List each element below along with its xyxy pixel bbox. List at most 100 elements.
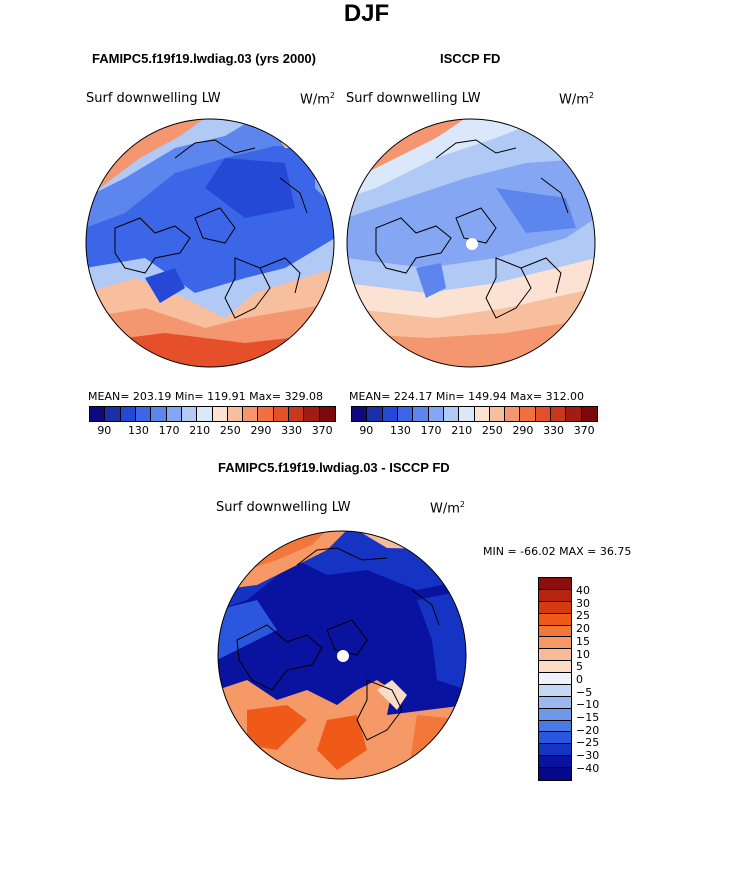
colorbar-swatch <box>443 407 460 421</box>
colorbar-swatch <box>181 407 198 421</box>
colorbar-swatch <box>539 613 571 626</box>
obs-panel-subtitle: ISCCP FD <box>440 51 501 66</box>
colorbar-swatch <box>539 649 571 662</box>
colorbar-tick-label: 90 <box>97 424 112 437</box>
colorbar-label: 25 <box>576 609 590 623</box>
obs-variable-label: Surf downwelling LW <box>346 91 481 106</box>
obs-colorbar-ticks: 90 130 170 210 250 290 330 370 <box>351 424 601 438</box>
colorbar-swatch <box>352 407 368 421</box>
colorbar-swatch <box>539 637 571 650</box>
colorbar-swatch <box>212 407 228 421</box>
obs-units-label: W/m2 <box>559 91 594 108</box>
colorbar-label: −40 <box>576 761 600 775</box>
figure-title: DJF <box>343 0 390 27</box>
colorbar-tick-label: 90 <box>359 424 374 437</box>
colorbar-label: −15 <box>576 711 600 724</box>
colorbar-tick-label: 250 <box>219 424 241 437</box>
colorbar-swatch <box>566 407 582 421</box>
colorbar-swatch <box>535 407 552 421</box>
colorbar-swatch <box>539 720 571 733</box>
pole-mask <box>466 238 478 250</box>
diff-colorbar-labels: 40 30 25 20 15 10 5 0 −5 −10 −15 −20 −25 −30 −40 <box>576 584 616 784</box>
colorbar-tick-label: 170 <box>158 424 180 437</box>
colorbar-label: −20 <box>576 723 600 737</box>
colorbar-swatch <box>539 661 571 673</box>
colorbar-label: 0 <box>576 672 583 686</box>
model-units-label: W/m2 <box>300 91 335 108</box>
diff-units-label: W/m2 <box>430 500 465 517</box>
colorbar-swatch <box>489 407 506 421</box>
colorbar-label: −25 <box>576 736 600 750</box>
colorbar-swatch <box>539 578 571 590</box>
colorbar-swatch <box>243 407 259 421</box>
colorbar-label: 10 <box>576 647 590 661</box>
diff-polar-map <box>217 530 467 780</box>
colorbar-swatch <box>135 407 152 421</box>
colorbar-tick-label: 210 <box>451 424 473 437</box>
colorbar-swatch <box>413 407 429 421</box>
colorbar-tick-label: 370 <box>573 424 595 437</box>
colorbar-swatch <box>319 407 335 421</box>
colorbar-tick-label: 290 <box>512 424 534 437</box>
colorbar-swatch <box>382 407 398 421</box>
colorbar-tick-label: 170 <box>420 424 442 437</box>
colorbar-swatch <box>258 407 274 421</box>
colorbar-swatch <box>539 625 571 638</box>
colorbar-tick-label: 250 <box>481 424 503 437</box>
colorbar-swatch <box>539 708 571 721</box>
colorbar-swatch <box>273 407 290 421</box>
model-panel-subtitle: FAMIPC5.f19f19.lwdiag.03 (yrs 2000) <box>92 51 316 66</box>
colorbar-swatch <box>459 407 475 421</box>
colorbar-swatch <box>539 756 571 768</box>
colorbar-label: 5 <box>576 660 583 674</box>
model-colorbar-ticks: 90 130 170 210 250 290 330 370 <box>89 424 339 438</box>
colorbar-swatch <box>551 407 567 421</box>
obs-stats: MEAN= 224.17 Min= 149.94 Max= 312.00 <box>349 390 585 403</box>
colorbar-swatch <box>428 407 444 421</box>
colorbar-swatch <box>539 744 571 757</box>
model-stats: MEAN= 203.19 Min= 119.91 Max= 329.08 <box>88 390 324 403</box>
colorbar-swatch <box>90 407 106 421</box>
colorbar-swatch <box>151 407 167 421</box>
colorbar-swatch <box>120 407 136 421</box>
colorbar-swatch <box>539 673 571 685</box>
colorbar-swatch <box>505 407 521 421</box>
colorbar-swatch <box>289 407 305 421</box>
colorbar-label: 40 <box>576 584 590 597</box>
colorbar-label: 15 <box>576 634 590 648</box>
obs-polar-map <box>346 118 596 368</box>
colorbar-swatch <box>397 407 414 421</box>
colorbar-swatch <box>105 407 121 421</box>
diff-variable-label: Surf downwelling LW <box>216 500 351 515</box>
colorbar-label: 20 <box>576 622 590 636</box>
colorbar-swatch <box>166 407 182 421</box>
colorbar-label: −10 <box>576 698 600 712</box>
colorbar-label: −30 <box>576 749 600 763</box>
colorbar-tick-label: 330 <box>543 424 565 437</box>
colorbar-tick-label: 210 <box>189 424 211 437</box>
colorbar-swatch <box>539 601 571 614</box>
diff-panel-subtitle: FAMIPC5.f19f19.lwdiag.03 - ISCCP FD <box>218 460 450 475</box>
colorbar-swatch <box>367 407 383 421</box>
colorbar-label: −5 <box>576 685 593 699</box>
colorbar-swatch <box>304 407 320 421</box>
model-polar-map <box>85 118 335 368</box>
colorbar-tick-label: 370 <box>311 424 333 437</box>
colorbar-swatch <box>227 407 244 421</box>
colorbar-swatch <box>539 684 571 697</box>
colorbar-tick-label: 330 <box>281 424 303 437</box>
diff-stats: MIN = -66.02 MAX = 36.75 <box>483 545 632 558</box>
colorbar-swatch <box>539 768 571 780</box>
model-colorbar <box>89 406 336 422</box>
colorbar-swatch <box>539 732 571 745</box>
colorbar-tick-label: 290 <box>250 424 272 437</box>
diff-colorbar <box>538 577 572 781</box>
colorbar-swatch <box>474 407 490 421</box>
colorbar-tick-label: 130 <box>389 424 411 437</box>
colorbar-label: 30 <box>576 596 590 610</box>
colorbar-swatch <box>581 407 597 421</box>
colorbar-swatch <box>520 407 536 421</box>
colorbar-tick-label: 130 <box>127 424 149 437</box>
model-variable-label: Surf downwelling LW <box>86 91 221 106</box>
colorbar-swatch <box>539 589 571 602</box>
